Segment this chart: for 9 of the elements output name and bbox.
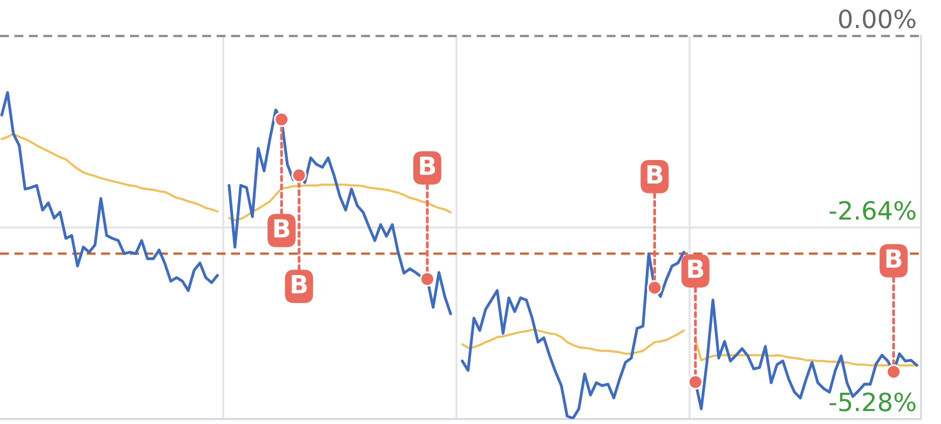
data-label: B: [274, 219, 290, 238]
y-tick-label: 0.00%: [839, 9, 916, 28]
data-label: B: [886, 249, 902, 268]
data-label: B: [292, 275, 307, 294]
y-tick-label: -5.28%: [830, 392, 916, 412]
y-tick-label: -2.64%: [830, 200, 916, 220]
data-label: B: [420, 156, 436, 175]
data-label: B: [688, 260, 704, 278]
data-label: B: [647, 165, 662, 184]
